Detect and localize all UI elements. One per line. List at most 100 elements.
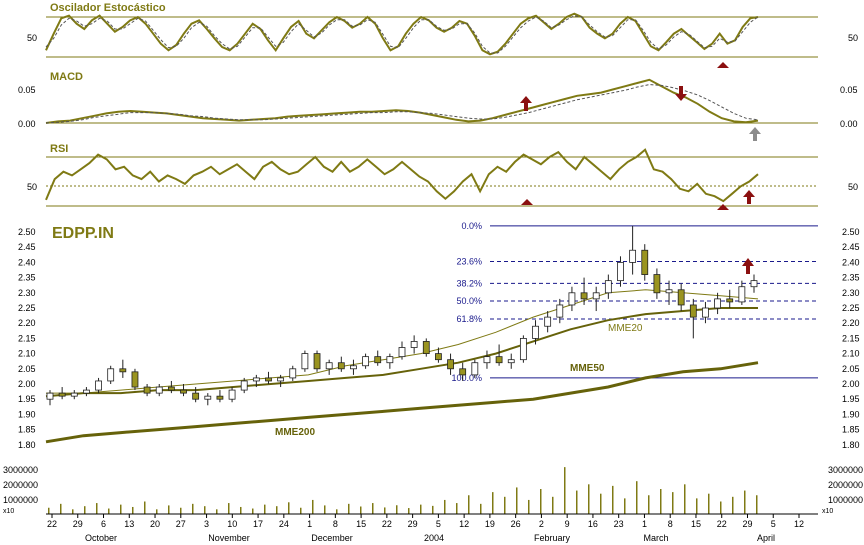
x-day-label: 29: [742, 519, 752, 529]
volume-bar: [552, 496, 554, 514]
candle-body: [677, 289, 685, 306]
candle-body: [592, 292, 600, 300]
price-tick-left: 2.30: [18, 288, 36, 298]
candle-body: [556, 304, 564, 318]
candle-body: [46, 392, 54, 400]
x-day-label: 15: [691, 519, 701, 529]
ma-line-mme50: [45, 307, 758, 398]
volume-bar: [108, 508, 110, 514]
candle-body: [726, 298, 734, 303]
fib-level-label: 100.0%: [451, 373, 482, 383]
volume-bar: [612, 485, 614, 514]
macd-tick-bottom-right: 0.00: [840, 119, 858, 129]
volume-bar: [636, 481, 638, 514]
price-tick-right: 2.20: [842, 318, 860, 328]
stochastic-series-solid: [45, 12, 759, 56]
x-day-label: 22: [382, 519, 392, 529]
price-tick-right: 1.85: [842, 425, 860, 435]
candle-body: [313, 353, 321, 370]
macd-series-dashed: [45, 84, 759, 124]
candle-body: [483, 356, 491, 364]
volume-bar: [660, 489, 662, 514]
volume-bar: [648, 495, 650, 514]
price-tick-left: 1.95: [18, 394, 36, 404]
volume-bar: [204, 506, 206, 514]
x-day-label: 29: [73, 519, 83, 529]
volume-bar: [276, 506, 278, 514]
x-day-label: 17: [253, 519, 263, 529]
volume-bar: [744, 490, 746, 514]
x-month-label: December: [311, 533, 353, 543]
candle-body: [738, 286, 746, 303]
price-tick-right: 2.00: [842, 379, 860, 389]
volume-bar: [708, 493, 710, 514]
volume-bar: [348, 503, 350, 514]
price-tick-left: 2.00: [18, 379, 36, 389]
candle-body: [228, 389, 236, 400]
x-day-label: 8: [333, 519, 338, 529]
candle-body: [519, 337, 527, 361]
candle-body: [362, 356, 369, 367]
x-day-label: 24: [279, 519, 289, 529]
x-day-label: 10: [227, 519, 237, 529]
candle-body: [750, 280, 758, 288]
price-tick-right: 2.10: [842, 349, 860, 359]
x-day-label: 8: [668, 519, 673, 529]
candle-body: [374, 356, 382, 364]
candle-body: [568, 292, 576, 306]
fib-level-label: 0.0%: [461, 221, 482, 231]
volume-tick-1-right: 3000000: [828, 465, 863, 475]
candle-body: [265, 377, 272, 382]
volume-bar: [456, 503, 458, 514]
candle-body: [301, 353, 309, 370]
candle-body: [204, 395, 212, 400]
volume-bar: [324, 505, 326, 514]
price-tick-right: 2.35: [842, 273, 860, 283]
volume-tick-3-left: 1000000: [3, 495, 38, 505]
volume-bar: [288, 502, 290, 514]
volume-unit-right: x10: [822, 508, 833, 515]
x-day-label: 5: [436, 519, 441, 529]
x-day-label: 6: [101, 519, 106, 529]
ticker-label: EDPP.IN: [52, 225, 114, 242]
candle-body: [155, 386, 163, 394]
stochastic-tick-right: 50: [848, 33, 858, 43]
x-day-label: 12: [459, 519, 469, 529]
fib-level-label: 23.6%: [456, 256, 482, 266]
macd-tick-bottom-left: 0.00: [18, 119, 36, 129]
volume-bar: [420, 504, 422, 514]
x-day-label: 29: [408, 519, 418, 529]
candle-body: [398, 347, 406, 358]
candle-body: [459, 368, 467, 376]
gray-up-arrow-icon: [749, 127, 761, 141]
candle-body: [702, 307, 709, 318]
volume-bar: [624, 498, 626, 514]
volume-bar: [48, 507, 50, 514]
volume-bar: [300, 507, 302, 514]
x-month-label: November: [208, 533, 250, 543]
volume-bar: [432, 505, 434, 514]
candle-body: [471, 362, 479, 376]
candle-body: [216, 395, 224, 400]
volume-bar: [408, 508, 410, 514]
volume-panel: 3000000 2000000 1000000 x10 3000000 2000…: [3, 465, 863, 515]
price-tick-left: 2.40: [18, 257, 36, 267]
candle-body: [95, 380, 102, 391]
price-tick-left: 2.50: [18, 227, 36, 237]
up-arrow-icon: [742, 258, 754, 274]
volume-bar: [72, 509, 74, 514]
volume-bar: [168, 505, 170, 514]
fib-level-label: 61.8%: [456, 314, 482, 324]
volume-tick-3-right: 1000000: [828, 495, 863, 505]
candle-body: [410, 341, 418, 348]
x-day-label: 27: [176, 519, 186, 529]
candle-body: [435, 353, 442, 361]
candle-body: [83, 389, 90, 394]
volume-bar: [264, 504, 266, 514]
volume-bar: [144, 501, 146, 514]
volume-bar: [516, 487, 518, 514]
price-panel: EDPP.IN 2.50 2.50 2.45 2.45 2.40 2.40 2.35 2.35…: [18, 221, 860, 450]
price-tick-right: 2.25: [842, 303, 860, 313]
candle-body: [350, 365, 357, 370]
volume-bar: [312, 499, 314, 514]
